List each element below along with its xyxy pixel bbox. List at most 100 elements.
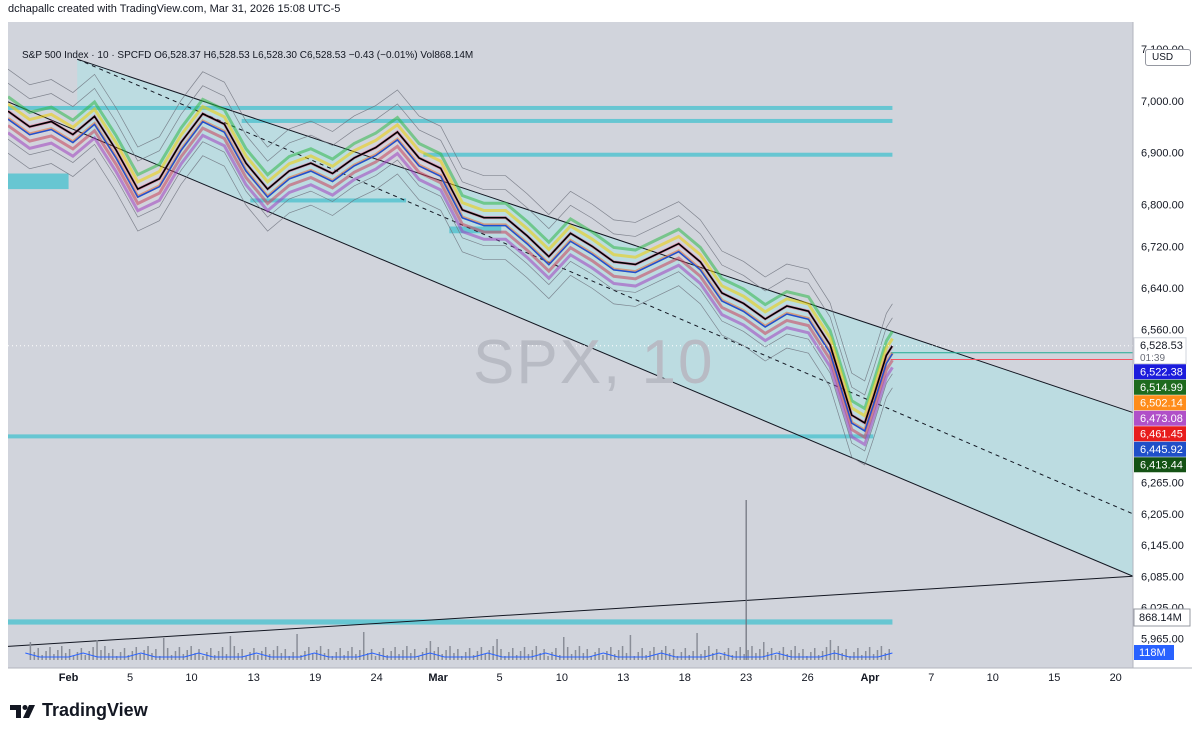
volume-bar bbox=[664, 646, 667, 660]
price-label-box bbox=[1134, 379, 1186, 395]
volume-bar bbox=[500, 649, 502, 660]
volume-bar bbox=[417, 656, 420, 660]
envelope-band-line bbox=[8, 68, 893, 382]
volume-bar bbox=[468, 648, 471, 660]
x-tick-label: 5 bbox=[496, 672, 502, 684]
volume-bar bbox=[221, 647, 224, 660]
volume-bar bbox=[606, 651, 608, 660]
volume-bar bbox=[519, 651, 522, 660]
volume-bar bbox=[37, 648, 39, 660]
volume-bar bbox=[308, 647, 310, 660]
price-label-text: 6,528.53 bbox=[1140, 340, 1183, 352]
price-line[interactable] bbox=[8, 110, 894, 425]
volume-bar bbox=[825, 647, 828, 660]
volume-bar bbox=[331, 656, 334, 660]
x-tick-label: 10 bbox=[987, 672, 999, 684]
volume-bar bbox=[484, 654, 487, 660]
volume-bar bbox=[739, 647, 741, 660]
volume-bar bbox=[257, 655, 259, 660]
price-label-text: 6,461.45 bbox=[1140, 428, 1183, 440]
volume-bar bbox=[135, 647, 138, 660]
volume-bar bbox=[884, 653, 887, 660]
volume-bar bbox=[774, 655, 777, 660]
volume-bar bbox=[359, 650, 361, 660]
volume-avg-line bbox=[25, 652, 893, 658]
volume-bar bbox=[751, 646, 753, 660]
chart-svg[interactable]: 7,100.007,000.006,900.006,800.006,720.00… bbox=[8, 22, 1192, 686]
volume-bar bbox=[653, 647, 655, 660]
y-tick-label: 6,900.00 bbox=[1141, 148, 1184, 160]
volume-bar bbox=[876, 650, 879, 660]
x-tick-label: 5 bbox=[127, 672, 133, 684]
volume-bar bbox=[29, 642, 32, 660]
volume-bar bbox=[162, 638, 165, 660]
volume-bar bbox=[727, 648, 730, 660]
volume-last-label: 868.14M bbox=[1139, 612, 1182, 624]
volume-bar bbox=[864, 651, 867, 660]
volume-bar bbox=[272, 650, 275, 660]
chart-area[interactable]: 7,100.007,000.006,900.006,800.006,720.00… bbox=[8, 22, 1192, 686]
volume-bar bbox=[276, 646, 279, 660]
volume-bar bbox=[782, 647, 785, 660]
volume-bar bbox=[339, 648, 341, 660]
tradingview-logo[interactable]: TradingView bbox=[10, 700, 148, 721]
volume-bar bbox=[661, 650, 663, 660]
volume-bar bbox=[413, 649, 416, 660]
currency-button[interactable]: USD bbox=[1145, 49, 1191, 66]
volume-bar bbox=[821, 651, 824, 660]
volume-bar bbox=[543, 649, 545, 660]
volume-bar bbox=[57, 650, 59, 660]
volume-bar bbox=[139, 654, 141, 660]
volume-bar bbox=[617, 650, 620, 660]
volume-avg-label: 118M bbox=[1139, 647, 1166, 659]
volume-bar bbox=[96, 640, 98, 660]
volume-bar bbox=[194, 653, 196, 660]
volume-bar bbox=[351, 647, 353, 660]
x-tick-label: 23 bbox=[740, 672, 752, 684]
zone-band bbox=[8, 434, 874, 439]
y-tick-label: 6,720.00 bbox=[1141, 241, 1184, 253]
x-tick-label: 13 bbox=[248, 672, 260, 684]
trend-line[interactable] bbox=[8, 575, 1134, 647]
volume-bar bbox=[327, 649, 330, 660]
price-label-box bbox=[1134, 364, 1186, 380]
volume-bar bbox=[206, 652, 208, 660]
price-label-text: 6,413.44 bbox=[1140, 459, 1183, 471]
volume-bar bbox=[531, 650, 534, 660]
zone-band bbox=[423, 152, 893, 157]
volume-bar bbox=[594, 652, 596, 660]
volume-bar bbox=[845, 649, 847, 660]
volume-bar bbox=[147, 646, 149, 660]
volume-bar bbox=[759, 649, 761, 660]
volume-bar bbox=[566, 647, 569, 660]
y-tick-label: 6,640.00 bbox=[1141, 283, 1184, 295]
volume-bar bbox=[119, 652, 122, 660]
volume-bar bbox=[837, 646, 840, 660]
volume-bar bbox=[629, 635, 632, 660]
volume-bar bbox=[696, 633, 698, 660]
volume-bar bbox=[813, 648, 816, 660]
volume-bar bbox=[68, 649, 71, 660]
time-axis-panel[interactable] bbox=[8, 668, 1192, 686]
volume-bar bbox=[723, 652, 726, 660]
volume-bar bbox=[323, 653, 326, 660]
price-label-box bbox=[1134, 457, 1186, 473]
volume-bar bbox=[159, 656, 161, 660]
volume-bar bbox=[284, 649, 287, 660]
x-tick-label: 7 bbox=[928, 672, 934, 684]
volume-bar bbox=[241, 649, 243, 660]
x-tick-label: 13 bbox=[617, 672, 629, 684]
volume-bar bbox=[84, 655, 87, 660]
zone-band bbox=[8, 173, 69, 190]
volume-bar bbox=[261, 651, 263, 660]
volume-bar bbox=[378, 652, 381, 660]
volume-bar bbox=[127, 655, 130, 660]
volume-bar bbox=[72, 656, 75, 660]
volume-bar bbox=[888, 649, 891, 660]
volume-bar bbox=[578, 646, 581, 660]
volume-bar bbox=[684, 648, 687, 660]
channel-lower-line[interactable] bbox=[8, 101, 1134, 577]
volume-bar bbox=[461, 656, 463, 660]
volume-bar bbox=[464, 652, 467, 660]
volume-bar bbox=[680, 652, 683, 660]
